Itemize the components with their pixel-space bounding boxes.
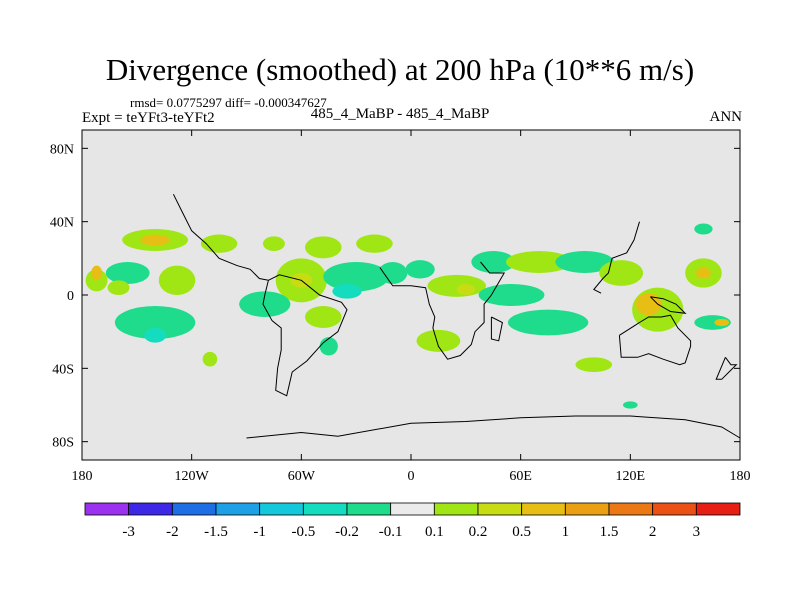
- field-blob: [478, 284, 545, 306]
- field-blob: [158, 265, 196, 296]
- colorbar-swatch: [521, 502, 566, 516]
- lat-tick-label: 80S: [52, 436, 74, 451]
- colorbar-label: 3: [693, 524, 701, 540]
- field-blob: [575, 357, 613, 372]
- colorbar-swatch: [128, 502, 173, 516]
- lon-tick-label: 120E: [616, 469, 646, 484]
- lon-tick-label: 0: [408, 469, 415, 484]
- colorbar-swatch: [433, 502, 479, 516]
- stats-text: rmsd= 0.0775297 diff= -0.000347627: [130, 95, 327, 110]
- field-blob: [378, 262, 408, 284]
- field-blob: [140, 234, 170, 246]
- lon-tick-label: 180: [72, 469, 93, 484]
- colorbar-swatch: [652, 502, 697, 516]
- colorbar-swatch: [215, 502, 261, 516]
- colorbar-label: -3: [122, 524, 135, 540]
- field-blob: [304, 306, 342, 328]
- colorbar-label: -0.2: [335, 524, 359, 540]
- field-blob: [85, 269, 108, 292]
- field-blob: [456, 284, 475, 295]
- lon-tick-label: 120W: [175, 469, 210, 484]
- expt-text: Expt = teYFt3-teYFt2: [82, 110, 215, 126]
- field-blob: [507, 309, 589, 336]
- lon-tick-label: 180: [730, 469, 751, 484]
- coastlines: [172, 193, 741, 439]
- field-blob: [599, 260, 644, 286]
- field-blob: [694, 223, 713, 235]
- field-blob: [239, 291, 291, 317]
- case-label: 485_4_MaBP - 485_4_MaBP: [310, 106, 490, 122]
- field-blob: [114, 306, 196, 339]
- colorbar-label: 0.1: [425, 524, 444, 540]
- lat-tick-label: 0: [67, 289, 74, 304]
- field-blob: [323, 262, 390, 292]
- colorbar-label: -1.5: [204, 524, 228, 540]
- colorbar-label: 0.2: [469, 524, 488, 540]
- colorbar-swatch: [564, 502, 610, 516]
- colorbar-label: 2: [649, 524, 657, 540]
- field-blob: [107, 280, 130, 295]
- colorbar: -3 -2 -1.5 -1 -0.5 -0.2 -0.1 0.1 0.2 0.5 1 1.5 2 3: [84, 502, 741, 540]
- colorbar-label: 1.5: [600, 524, 619, 540]
- field-blob: [356, 234, 393, 253]
- colorbar-swatch: [171, 502, 217, 516]
- field-blob: [304, 236, 342, 259]
- field-blob: [319, 337, 338, 356]
- field-blob: [427, 274, 486, 297]
- field-blob: [714, 318, 730, 327]
- colorbar-swatch: [390, 502, 435, 516]
- colorbar-swatch: [259, 502, 304, 516]
- colorbar-label: 1: [562, 524, 570, 540]
- field-blob: [471, 251, 516, 273]
- map-ticks: 180 120W 60W 0 60E 120E 180 80N 40N 0 40S 80S: [50, 130, 751, 484]
- lon-tick-label: 60E: [509, 469, 532, 484]
- plot-title: Divergence (smoothed) at 200 hPa (10**6 …: [105, 52, 695, 87]
- field-blob: [635, 293, 662, 316]
- field-blob: [332, 284, 362, 299]
- colorbar-label: -1: [253, 524, 266, 540]
- colorbar-swatch: [346, 502, 392, 516]
- field-blob: [405, 260, 435, 279]
- lat-tick-label: 40S: [52, 362, 74, 377]
- field-blob: [202, 351, 218, 367]
- colorbar-label: 0.5: [512, 524, 531, 540]
- lat-tick-label: 40N: [50, 216, 74, 231]
- colorbar-label: -0.5: [291, 524, 315, 540]
- field-blob: [262, 236, 285, 252]
- field-blob: [694, 315, 731, 330]
- colorbar-label: -0.1: [379, 524, 403, 540]
- colorbar-swatch: [302, 502, 348, 516]
- field-blob: [416, 329, 461, 352]
- field-blob: [91, 265, 103, 281]
- field-blob: [144, 328, 167, 343]
- colorbar-swatch: [608, 502, 654, 516]
- field-blob: [506, 251, 572, 273]
- colorbar-label: -2: [166, 524, 179, 540]
- season-label: ANN: [709, 109, 743, 125]
- field-blob: [696, 267, 711, 279]
- field-blob: [555, 251, 614, 273]
- lat-tick-label: 80N: [50, 142, 74, 157]
- lon-tick-label: 60W: [288, 469, 316, 484]
- colorbar-swatch: [695, 502, 741, 516]
- colorbar-swatch: [477, 502, 523, 516]
- colorbar-swatch: [84, 502, 130, 516]
- field-blob: [623, 401, 638, 409]
- field-blob: [105, 262, 150, 284]
